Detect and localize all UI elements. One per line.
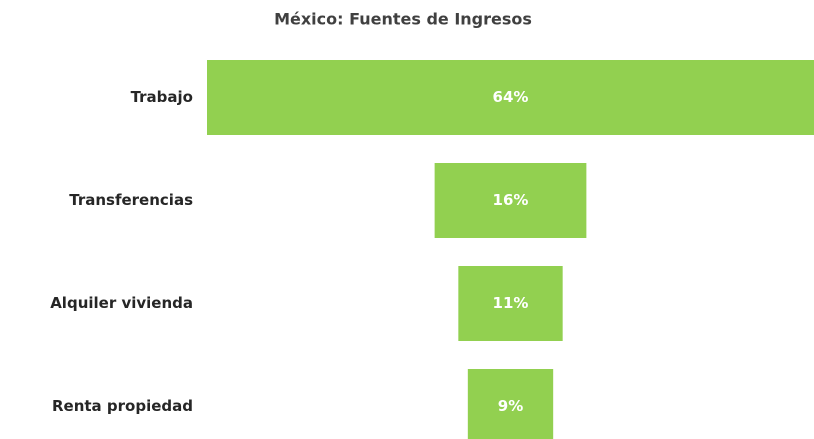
value-label: 64% (493, 88, 529, 106)
category-label: Renta propiedad (52, 397, 193, 415)
funnel-bar (207, 60, 814, 135)
funnel-bar (458, 266, 563, 341)
value-label: 11% (493, 294, 529, 312)
value-label: 9% (498, 397, 523, 415)
value-label: 16% (493, 191, 529, 209)
funnel-bar (467, 369, 554, 439)
chart-title: México: Fuentes de Ingresos (274, 10, 532, 29)
category-label: Trabajo (131, 88, 193, 106)
category-label: Alquiler vivienda (50, 294, 193, 312)
category-label: Transferencias (69, 191, 193, 209)
funnel-bar (434, 163, 587, 238)
